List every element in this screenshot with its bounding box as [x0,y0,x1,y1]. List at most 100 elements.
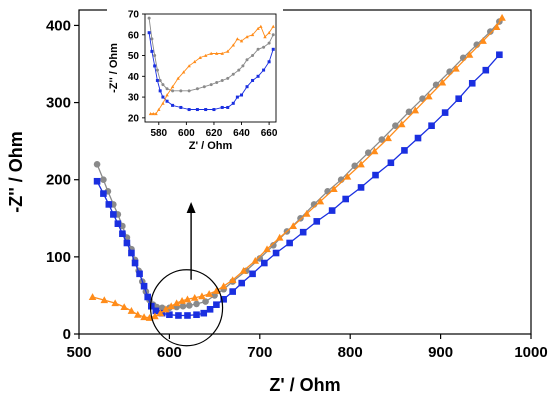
data-point [151,111,155,116]
data-point [219,282,228,290]
inset-data-layer [147,16,275,116]
data-point [249,270,256,278]
x-tick-label: 640 [233,128,250,139]
data-point [100,296,109,304]
data-point [150,49,154,53]
y-tick-label: 30 [128,93,140,104]
data-point [342,195,349,203]
data-point [148,302,155,310]
data-point [313,218,321,225]
data-point [482,66,490,74]
data-point [351,162,359,170]
data-point [378,136,386,143]
data-point [235,95,239,99]
data-point [214,51,219,55]
data-point [119,230,126,238]
data-point [498,13,506,21]
data-point [128,249,135,257]
data-point [127,307,136,314]
series-triangle [148,24,275,116]
data-point [364,149,372,157]
data-point [123,239,131,247]
data-point [161,83,165,87]
data-point [158,78,162,82]
data-point [100,190,107,197]
y-tick-label: 70 [128,10,140,21]
y-tick-label: 40 [128,72,140,83]
y-tick-label: 400 [46,17,71,34]
data-point [289,222,298,230]
data-point [237,68,241,72]
axes-frame [144,13,277,123]
series-triangle [88,13,506,321]
data-point [425,92,433,100]
data-point [153,54,157,58]
data-point [267,60,271,64]
data-point [271,24,275,28]
data-point [226,49,230,53]
data-point [202,298,209,305]
data-point [251,54,255,58]
y-tick-label: 100 [46,249,71,266]
data-point [187,89,191,93]
data-point [147,31,151,35]
y-tick-label: 50 [128,51,140,62]
data-point [111,299,119,307]
data-point [220,105,224,109]
data-point [228,276,237,284]
data-point [204,108,208,112]
x-tick-label: 900 [428,344,453,361]
data-point [150,37,154,41]
data-point [187,108,191,112]
data-point [414,134,422,142]
data-point [438,78,447,86]
data-point [411,106,420,114]
data-point [144,293,152,301]
main-data-layer [88,13,506,321]
data-point [405,108,413,116]
series-circle [147,16,275,93]
data-point [465,50,474,58]
data-point [155,68,159,72]
data-point [401,147,408,154]
data-point [215,81,219,85]
data-point [212,108,216,112]
data-point [245,58,249,62]
data-point [343,172,352,180]
data-point [153,64,157,68]
x-tick-label: 580 [150,128,167,139]
data-point [93,177,101,185]
y-tick-label: 300 [46,95,71,112]
data-point [161,95,165,99]
x-tick-label: 700 [247,344,272,361]
data-point [184,312,191,319]
inset-y-axis-title: -Z'' / Ohm [108,43,120,93]
data-point [446,68,453,76]
data-point [459,54,467,62]
data-point [114,220,122,227]
y-tick-label: 20 [128,113,140,124]
data-point [195,87,199,91]
data-point [384,134,392,142]
data-point [205,290,213,297]
data-point [181,70,186,74]
x-tick-label: 800 [338,344,363,361]
x-tick-label: 500 [66,344,91,361]
data-point [231,101,235,105]
data-point [299,228,307,236]
data-point [198,292,206,300]
data-point [239,266,248,274]
data-point [155,78,159,82]
data-point [209,51,213,55]
data-point [151,312,159,320]
data-point [496,51,503,59]
data-point [256,47,260,51]
x-tick-label: 600 [157,344,182,361]
data-point [166,311,173,319]
data-point [452,64,460,72]
inset-axes-frame [144,13,277,123]
data-point [272,249,280,257]
data-point [492,23,501,31]
data-point [136,270,143,278]
data-point [324,187,331,195]
